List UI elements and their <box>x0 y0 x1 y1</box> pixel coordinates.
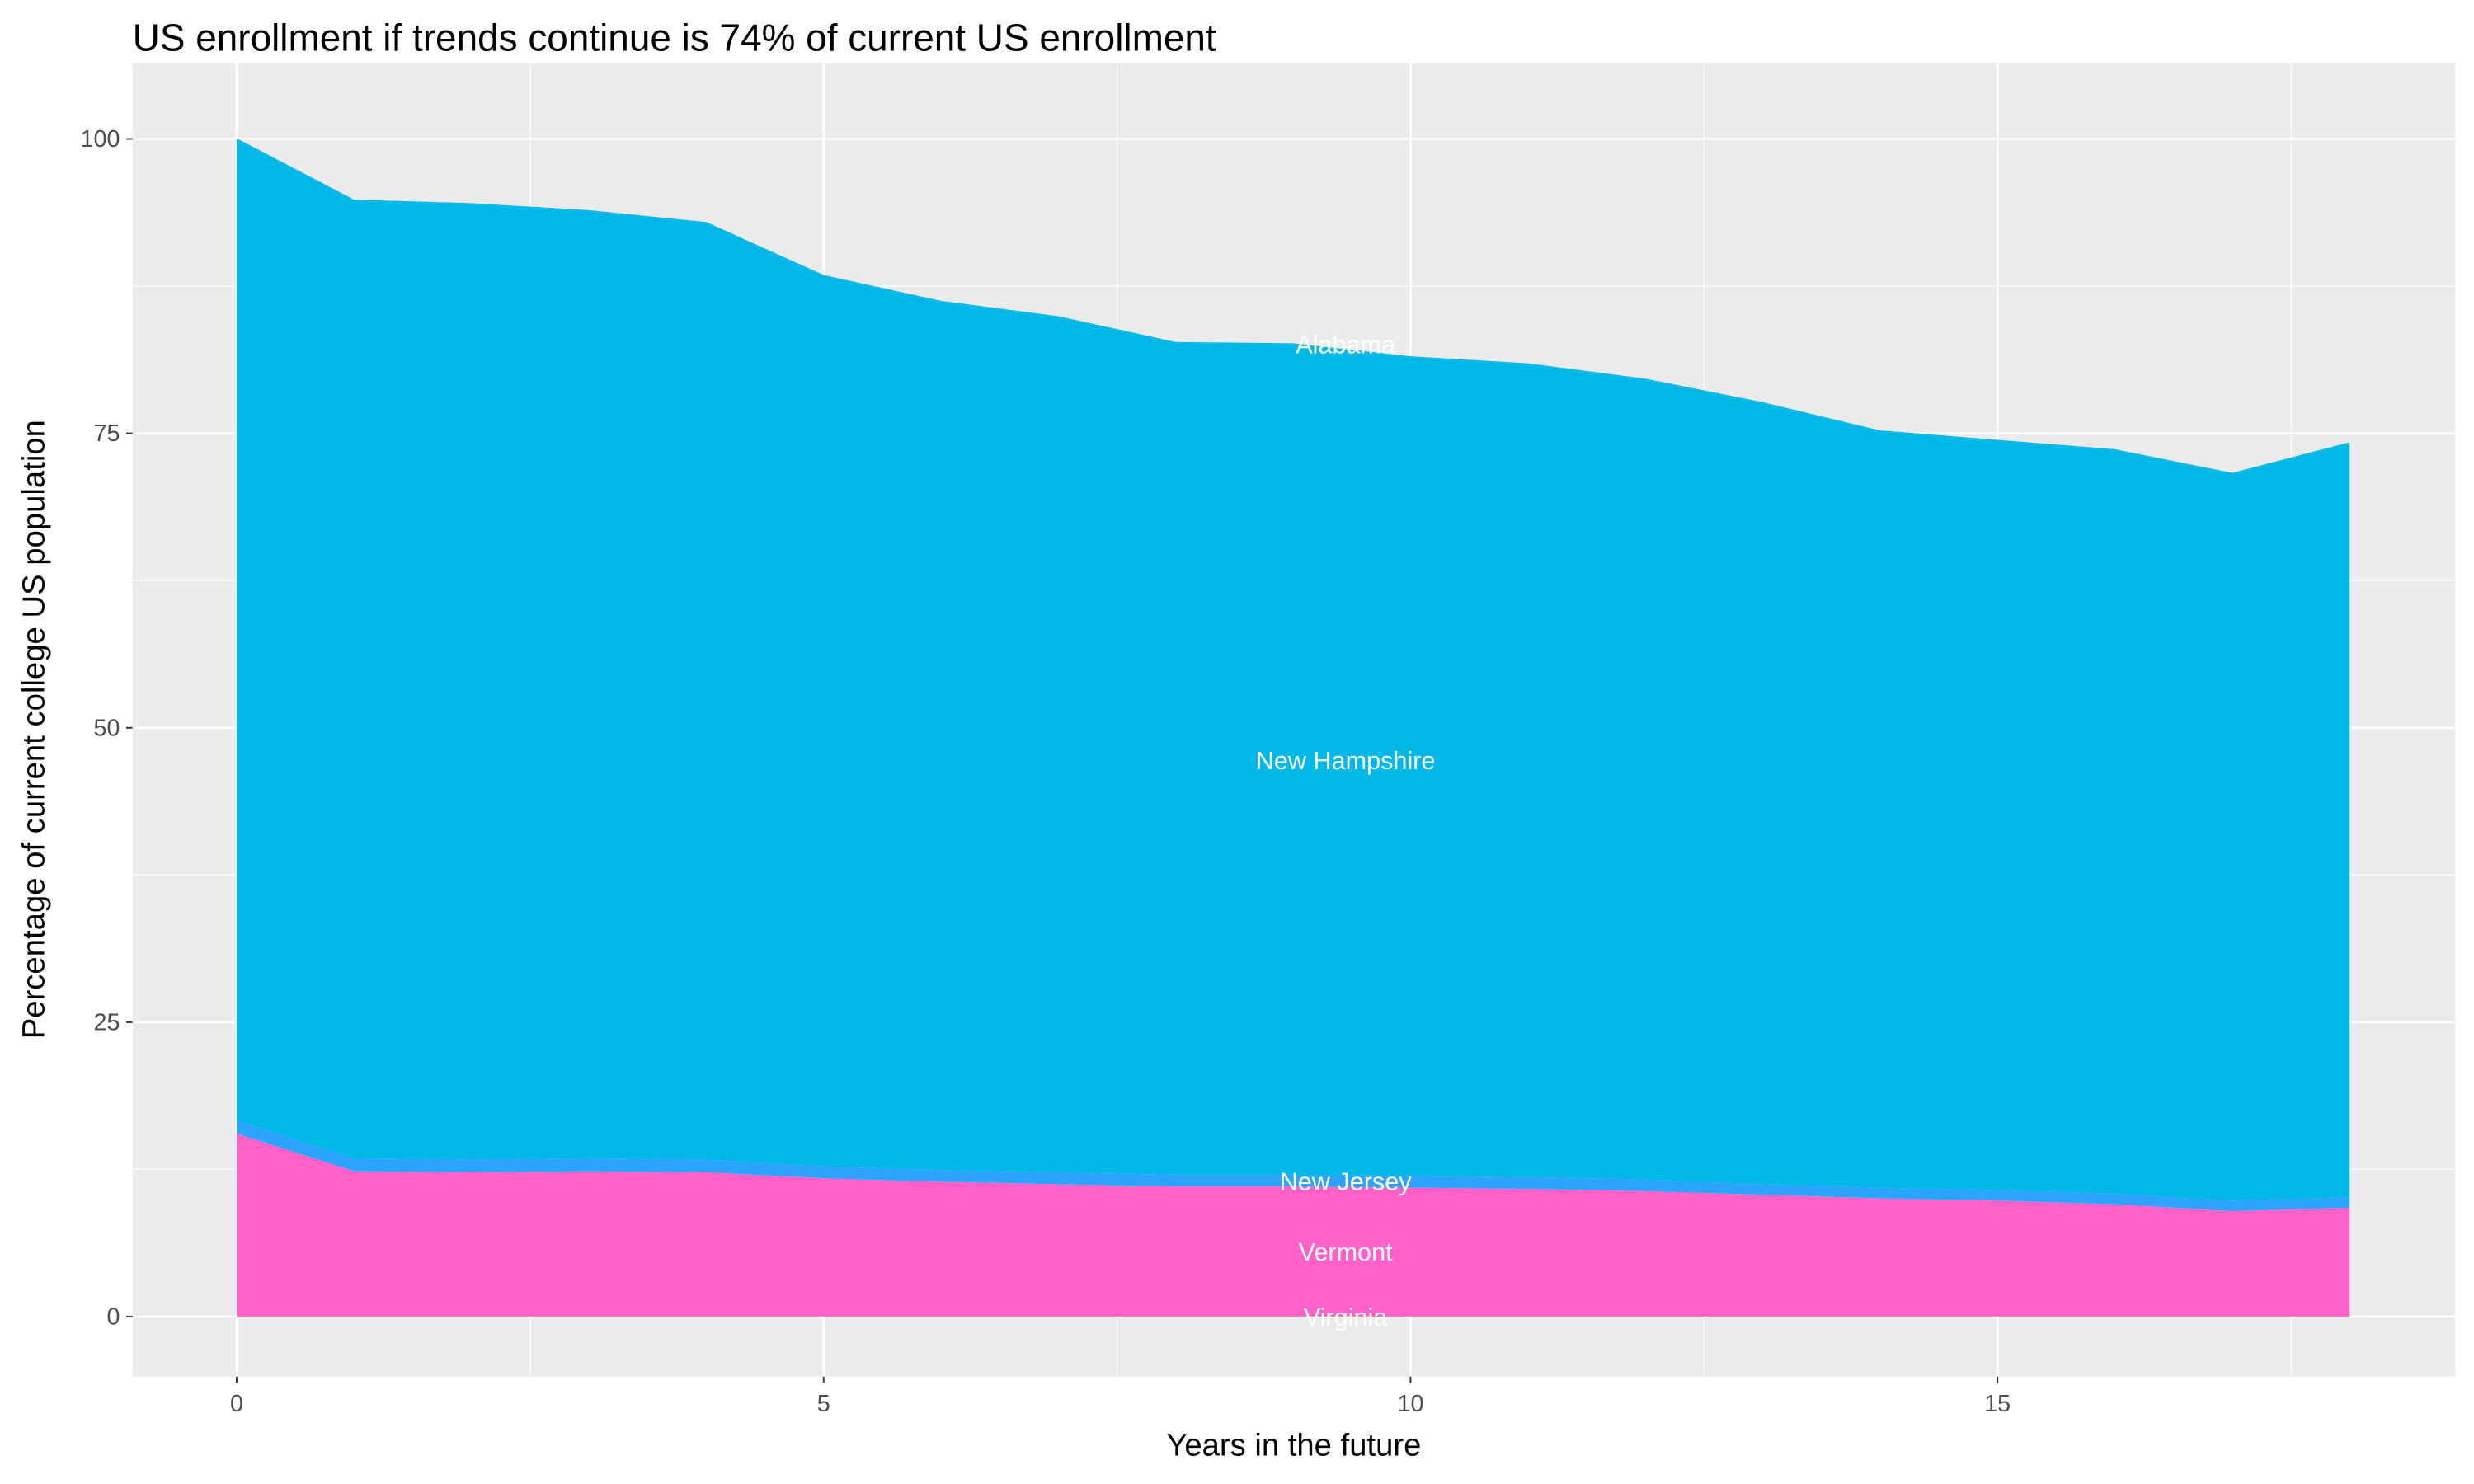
x-tick-label: 0 <box>230 1391 243 1417</box>
y-tick-label: 50 <box>93 715 120 741</box>
area-label: Vermont <box>1299 1238 1393 1266</box>
area-vermont <box>236 1133 2350 1317</box>
area-label: New Jersey <box>1280 1168 1413 1196</box>
y-axis-label: Percentage of current college US populat… <box>16 420 52 1039</box>
area-label: Virginia <box>1304 1303 1388 1331</box>
y-tick-label: 75 <box>93 420 120 447</box>
x-tick-label: 15 <box>1984 1391 2011 1417</box>
y-tick-label: 25 <box>93 1009 120 1036</box>
area-virginia <box>236 1316 2350 1317</box>
area-labels: Virginia Vermont New Jersey New Hampshire Al… <box>1256 331 1436 1332</box>
y-tick-label: 100 <box>81 126 120 153</box>
chart-title: US enrollment if trends continue is 74% … <box>133 16 1216 59</box>
area-label: Alabama <box>1296 331 1396 359</box>
x-tick-label: 10 <box>1397 1391 1423 1417</box>
x-tick-label: 5 <box>817 1391 830 1417</box>
x-axis-label: Years in the future <box>1166 1428 1421 1463</box>
area-new-hampshire <box>236 139 2350 1201</box>
y-tick-label: 0 <box>106 1304 120 1331</box>
axes: 0 25 50 75 100 0 5 10 15 <box>81 126 2011 1417</box>
area-new-jersey <box>236 1120 2350 1212</box>
area-layers <box>236 138 2350 1317</box>
area-label: New Hampshire <box>1256 747 1436 775</box>
